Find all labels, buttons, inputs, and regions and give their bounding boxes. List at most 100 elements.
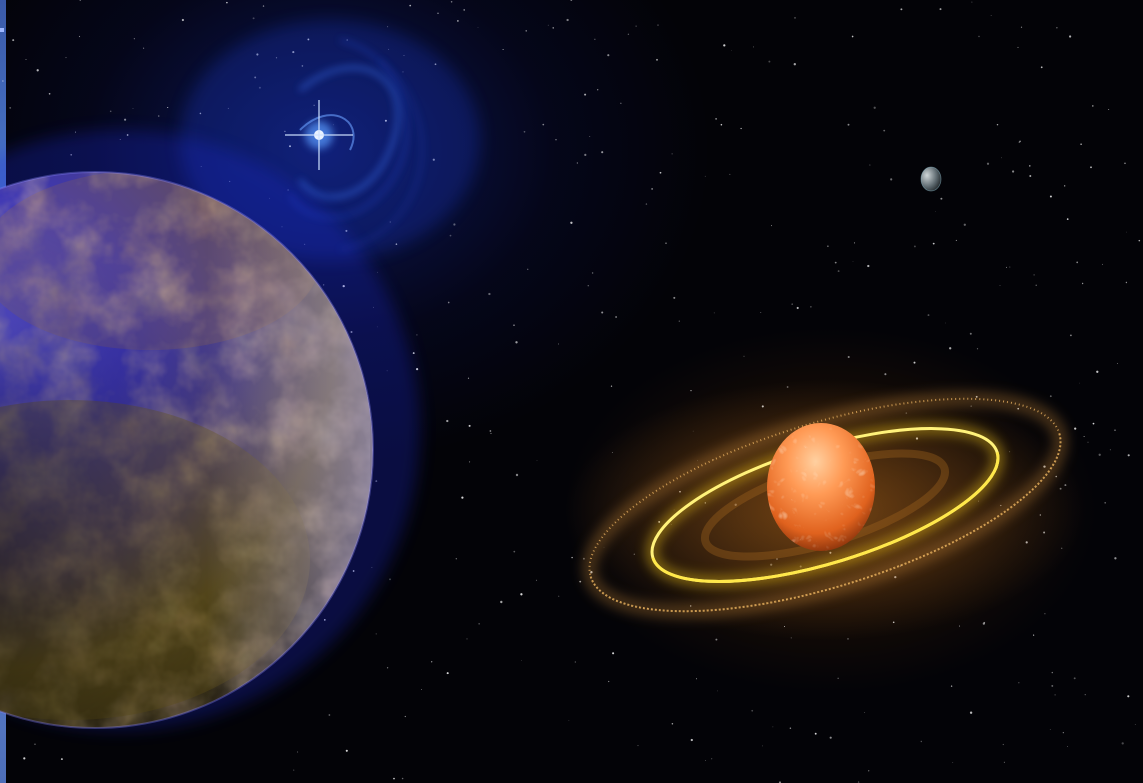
star [477, 27, 479, 28]
star [535, 579, 538, 581]
star [1083, 436, 1085, 438]
star [48, 92, 51, 95]
star [1051, 684, 1054, 687]
star [78, 35, 81, 38]
star [1081, 282, 1084, 285]
star [23, 757, 26, 760]
star [673, 296, 676, 299]
star [608, 680, 610, 683]
star [571, 556, 573, 559]
star [447, 301, 450, 304]
star [1114, 557, 1117, 560]
star [627, 33, 630, 35]
star [990, 15, 992, 16]
ringed-orange-planet [565, 380, 1085, 640]
star [293, 769, 295, 771]
star [950, 685, 953, 687]
star [690, 389, 692, 392]
star [796, 306, 799, 310]
star [852, 261, 854, 263]
star [1062, 732, 1064, 734]
star [762, 745, 763, 747]
star [696, 678, 697, 680]
star [1076, 261, 1079, 264]
star [814, 732, 817, 735]
star [867, 264, 870, 268]
star [1017, 46, 1019, 48]
star [760, 312, 762, 314]
star [60, 758, 63, 761]
star [837, 270, 840, 273]
star [715, 638, 718, 641]
star [34, 743, 36, 745]
star [1091, 105, 1094, 107]
star [1033, 634, 1035, 636]
star [527, 268, 529, 270]
star [1127, 454, 1130, 457]
star [446, 672, 449, 675]
star [297, 751, 299, 753]
star [743, 355, 745, 357]
star [969, 711, 973, 714]
star [65, 57, 67, 59]
star [252, 17, 255, 20]
star [542, 123, 545, 126]
star [457, 20, 459, 22]
star [109, 110, 112, 113]
star [1003, 761, 1005, 763]
star [949, 347, 952, 350]
star [1020, 26, 1023, 28]
star [651, 188, 653, 190]
star [935, 211, 937, 212]
star [1018, 682, 1020, 684]
star [857, 781, 860, 783]
star [1035, 284, 1037, 286]
star [717, 690, 718, 692]
star [36, 69, 39, 72]
star [963, 223, 966, 226]
star [415, 367, 419, 371]
star [401, 777, 404, 780]
star [133, 38, 135, 40]
star [678, 320, 680, 322]
star [589, 136, 591, 138]
star [1126, 231, 1127, 233]
star [932, 242, 935, 245]
star [656, 58, 658, 61]
star [713, 312, 715, 314]
star [671, 723, 674, 725]
star [873, 106, 876, 109]
star [409, 4, 412, 7]
star [868, 770, 870, 772]
star [665, 242, 667, 244]
star [971, 1, 973, 3]
star [955, 239, 957, 241]
star [740, 127, 742, 130]
star [1098, 453, 1101, 456]
star [262, 5, 265, 7]
star [416, 334, 418, 336]
star [1029, 165, 1031, 167]
star [412, 352, 415, 355]
star [226, 1, 228, 4]
star [1069, 334, 1072, 337]
star [612, 652, 615, 655]
star [587, 284, 590, 287]
star [437, 12, 439, 14]
star [1056, 27, 1058, 29]
star [969, 332, 972, 335]
star [715, 118, 717, 120]
star [513, 550, 516, 553]
star [9, 106, 12, 109]
star [558, 343, 559, 345]
star [328, 714, 331, 716]
star [591, 272, 594, 274]
star [1006, 266, 1008, 268]
star [515, 473, 519, 477]
star [1001, 157, 1002, 159]
star [869, 164, 871, 166]
star [466, 638, 468, 640]
star [751, 709, 754, 712]
star [1092, 422, 1095, 425]
star [1029, 175, 1032, 177]
